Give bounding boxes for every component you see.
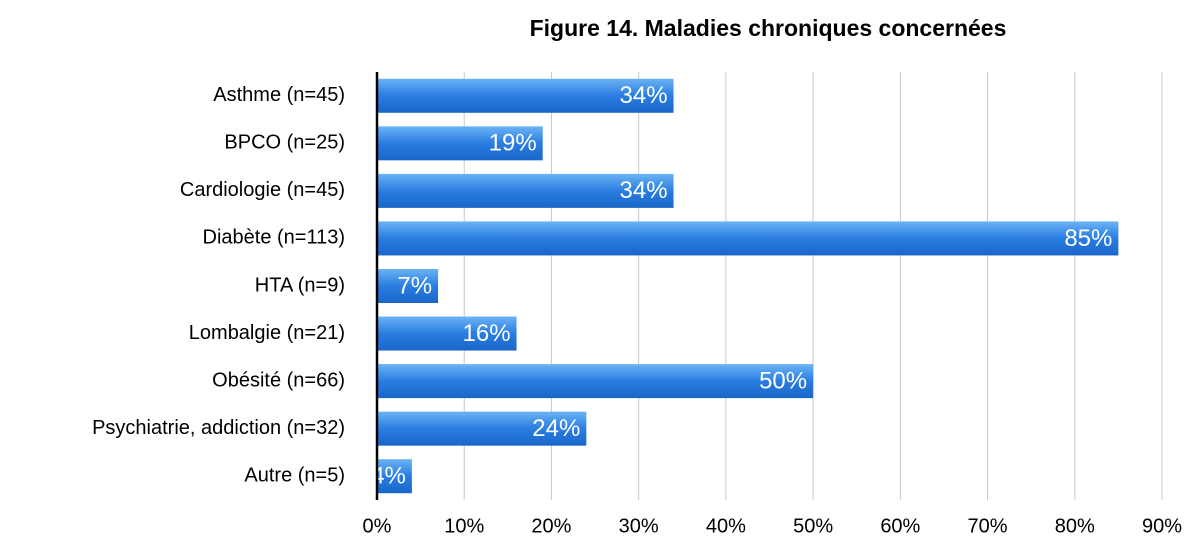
x-tick-label: 50% (793, 515, 833, 537)
x-tick-label: 20% (531, 515, 571, 537)
bar (377, 78, 674, 113)
y-tick-label: BPCO (n=25) (224, 132, 345, 154)
y-tick-label: Obésité (n=66) (212, 369, 345, 391)
x-tick-label: 30% (619, 515, 659, 537)
data-label: 50% (759, 367, 807, 394)
data-label: 24% (532, 415, 580, 442)
bar (377, 364, 814, 399)
y-tick-label: Lombalgie (n=21) (189, 322, 345, 344)
bar (377, 126, 543, 161)
y-tick-label: Psychiatrie, addiction (n=32) (92, 417, 345, 439)
y-tick-label: HTA (n=9) (255, 274, 345, 296)
y-tick-label: Autre (n=5) (244, 465, 345, 487)
x-tick-label: 80% (1055, 515, 1095, 537)
data-label: 7% (397, 272, 432, 299)
x-tick-label: 70% (968, 515, 1008, 537)
bar (377, 459, 412, 494)
x-tick-label: 0% (363, 515, 392, 537)
data-label: 34% (620, 177, 668, 204)
x-tick-label: 40% (706, 515, 746, 537)
bar (377, 411, 587, 446)
bar (377, 221, 1119, 256)
chart-title: Figure 14. Maladies chroniques concernée… (530, 15, 1007, 41)
x-tick-label: 60% (880, 515, 920, 537)
y-tick-label: Cardiologie (n=45) (180, 179, 345, 201)
data-label: 19% (489, 130, 537, 157)
bar (377, 269, 439, 303)
y-tick-label: Diabète (n=113) (203, 227, 346, 249)
data-label: 34% (620, 82, 668, 109)
bar (377, 173, 674, 208)
x-tick-label: 10% (444, 515, 484, 537)
y-tick-label: Asthme (n=45) (213, 84, 345, 106)
data-label: 85% (1064, 225, 1112, 252)
data-label: 16% (463, 320, 511, 347)
bar (377, 316, 517, 351)
x-tick-label: 90% (1142, 515, 1182, 537)
